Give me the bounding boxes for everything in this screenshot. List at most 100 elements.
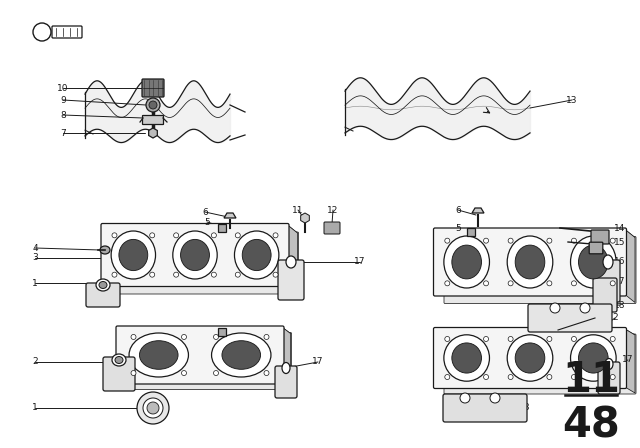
Text: 17: 17 bbox=[622, 356, 634, 365]
Ellipse shape bbox=[603, 255, 613, 269]
Polygon shape bbox=[625, 329, 635, 393]
Ellipse shape bbox=[570, 335, 616, 381]
Ellipse shape bbox=[140, 340, 178, 369]
Circle shape bbox=[484, 336, 488, 341]
Text: 1: 1 bbox=[32, 404, 38, 413]
Ellipse shape bbox=[129, 333, 188, 377]
Circle shape bbox=[112, 233, 117, 238]
Circle shape bbox=[236, 233, 240, 238]
FancyBboxPatch shape bbox=[143, 116, 163, 125]
Text: 4: 4 bbox=[32, 244, 38, 253]
Ellipse shape bbox=[286, 256, 296, 268]
Ellipse shape bbox=[99, 281, 107, 289]
Circle shape bbox=[273, 233, 278, 238]
Text: 7: 7 bbox=[60, 129, 66, 138]
Ellipse shape bbox=[212, 333, 271, 377]
Circle shape bbox=[460, 393, 470, 403]
Text: 11: 11 bbox=[562, 359, 620, 401]
Circle shape bbox=[445, 281, 450, 286]
FancyBboxPatch shape bbox=[86, 283, 120, 307]
FancyBboxPatch shape bbox=[528, 304, 612, 332]
Ellipse shape bbox=[452, 245, 481, 279]
Polygon shape bbox=[435, 229, 635, 237]
Text: 10: 10 bbox=[57, 83, 68, 92]
Circle shape bbox=[445, 375, 450, 379]
Text: 17: 17 bbox=[355, 258, 365, 267]
Text: 13: 13 bbox=[566, 95, 578, 104]
Circle shape bbox=[149, 101, 157, 109]
Circle shape bbox=[572, 281, 577, 286]
Circle shape bbox=[112, 272, 117, 277]
Circle shape bbox=[211, 272, 216, 277]
FancyBboxPatch shape bbox=[116, 326, 284, 384]
Text: 1: 1 bbox=[32, 279, 38, 288]
Circle shape bbox=[173, 272, 179, 277]
Ellipse shape bbox=[570, 236, 616, 288]
Ellipse shape bbox=[452, 343, 481, 373]
Ellipse shape bbox=[234, 231, 279, 279]
Circle shape bbox=[131, 335, 136, 340]
Ellipse shape bbox=[112, 354, 126, 366]
Polygon shape bbox=[118, 327, 291, 333]
Circle shape bbox=[182, 370, 186, 375]
Circle shape bbox=[490, 393, 500, 403]
Polygon shape bbox=[472, 208, 484, 213]
Text: 16: 16 bbox=[614, 258, 626, 267]
FancyBboxPatch shape bbox=[275, 366, 297, 398]
Circle shape bbox=[137, 392, 169, 424]
Bar bbox=[218, 224, 226, 232]
Circle shape bbox=[508, 238, 513, 243]
Circle shape bbox=[580, 303, 590, 313]
FancyBboxPatch shape bbox=[125, 332, 291, 389]
Ellipse shape bbox=[282, 362, 290, 374]
Circle shape bbox=[146, 98, 160, 112]
Circle shape bbox=[547, 336, 552, 341]
Ellipse shape bbox=[579, 343, 608, 373]
FancyBboxPatch shape bbox=[591, 230, 609, 244]
Ellipse shape bbox=[507, 236, 553, 288]
Circle shape bbox=[264, 335, 269, 340]
Text: 8: 8 bbox=[60, 111, 66, 120]
Circle shape bbox=[211, 233, 216, 238]
Circle shape bbox=[445, 238, 450, 243]
Ellipse shape bbox=[444, 236, 490, 288]
Circle shape bbox=[572, 336, 577, 341]
FancyBboxPatch shape bbox=[444, 334, 636, 394]
Circle shape bbox=[547, 238, 552, 243]
FancyBboxPatch shape bbox=[433, 228, 627, 296]
Circle shape bbox=[150, 272, 155, 277]
Bar bbox=[467, 228, 475, 236]
Ellipse shape bbox=[119, 239, 148, 271]
Circle shape bbox=[445, 336, 450, 341]
Circle shape bbox=[236, 272, 240, 277]
Ellipse shape bbox=[579, 245, 608, 279]
FancyBboxPatch shape bbox=[596, 260, 620, 302]
FancyBboxPatch shape bbox=[142, 79, 164, 97]
Circle shape bbox=[508, 281, 513, 286]
Text: 6: 6 bbox=[202, 207, 208, 216]
Ellipse shape bbox=[111, 231, 156, 279]
Ellipse shape bbox=[605, 358, 613, 370]
Circle shape bbox=[273, 272, 278, 277]
Text: 3: 3 bbox=[32, 254, 38, 263]
Polygon shape bbox=[287, 225, 298, 293]
Circle shape bbox=[484, 375, 488, 379]
FancyBboxPatch shape bbox=[433, 327, 627, 388]
FancyBboxPatch shape bbox=[444, 237, 636, 303]
Bar bbox=[218, 328, 226, 336]
FancyBboxPatch shape bbox=[598, 362, 620, 394]
Circle shape bbox=[143, 398, 163, 418]
FancyBboxPatch shape bbox=[324, 222, 340, 234]
Text: 17: 17 bbox=[614, 277, 626, 287]
Text: 14: 14 bbox=[614, 224, 626, 233]
Circle shape bbox=[182, 335, 186, 340]
Circle shape bbox=[572, 238, 577, 243]
Circle shape bbox=[547, 375, 552, 379]
Polygon shape bbox=[282, 327, 291, 388]
Circle shape bbox=[214, 335, 218, 340]
Text: 2: 2 bbox=[612, 314, 618, 323]
Circle shape bbox=[508, 336, 513, 341]
FancyBboxPatch shape bbox=[111, 232, 298, 294]
FancyBboxPatch shape bbox=[278, 260, 304, 300]
Circle shape bbox=[173, 233, 179, 238]
